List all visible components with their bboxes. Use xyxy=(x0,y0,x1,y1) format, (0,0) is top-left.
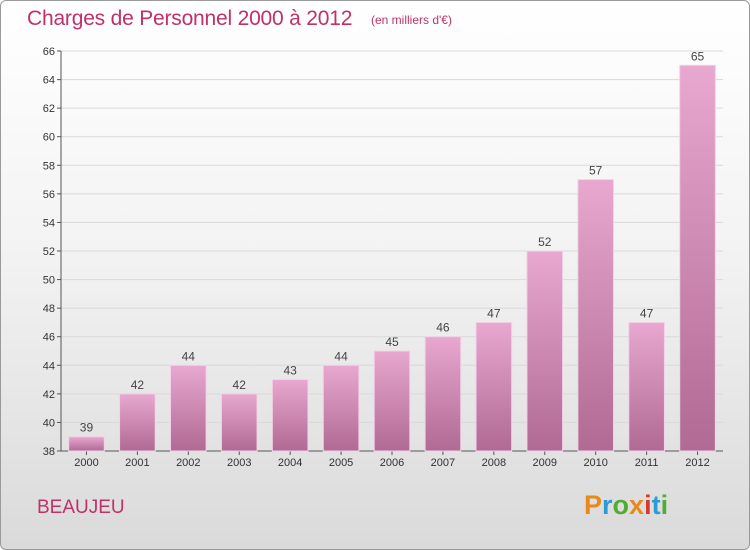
x-tick-label: 2000 xyxy=(74,457,98,469)
bar xyxy=(373,350,411,452)
logo-letter: i xyxy=(660,490,669,520)
x-tick-label: 2004 xyxy=(278,457,302,469)
x-tick-label: 2003 xyxy=(227,457,251,469)
logo-letter: P xyxy=(584,490,603,520)
x-tick-label: 2007 xyxy=(431,457,455,469)
bar-value-label: 57 xyxy=(589,164,603,178)
y-tick-label: 64 xyxy=(43,75,55,87)
logo-letter: x xyxy=(629,490,645,520)
x-tick-label: 2008 xyxy=(482,457,506,469)
labels: 38 40 42 44 46 48 50 52 54 56 58 60 62 64 66 39 2000 42 20… xyxy=(43,46,710,469)
y-tick-label: 60 xyxy=(43,132,55,144)
y-tick-label: 50 xyxy=(43,275,55,287)
logo-letter: i xyxy=(644,490,652,520)
bar xyxy=(322,364,360,452)
proxiti-logo: Proxiti xyxy=(584,490,668,521)
bar xyxy=(424,336,462,452)
y-tick-label: 40 xyxy=(43,417,55,429)
x-tick-label: 2012 xyxy=(685,457,709,469)
bar-value-label: 42 xyxy=(131,378,145,392)
y-tick-label: 38 xyxy=(43,446,55,458)
commune-name: BEAUJEU xyxy=(37,497,125,518)
bar-value-label: 65 xyxy=(691,49,705,63)
bar-value-label: 47 xyxy=(487,306,501,320)
y-tick-label: 58 xyxy=(43,160,55,172)
bar xyxy=(119,393,156,452)
y-tick-label: 56 xyxy=(43,189,55,201)
bar xyxy=(68,436,105,452)
x-tick-label: 2002 xyxy=(176,457,200,469)
y-tick-label: 44 xyxy=(43,360,55,372)
x-tick-label: 2005 xyxy=(329,457,353,469)
x-tick-label: 2006 xyxy=(380,457,404,469)
bar-value-label: 44 xyxy=(334,349,348,363)
bar xyxy=(475,321,513,452)
x-tick-label: 2011 xyxy=(635,457,659,469)
bar-value-label: 46 xyxy=(436,321,450,335)
logo-letter: o xyxy=(612,490,630,520)
chart-unit: (en milliers d'€) xyxy=(371,13,452,27)
bar-value-label: 52 xyxy=(538,235,552,249)
x-tick-label: 2009 xyxy=(533,457,557,469)
y-tick-label: 54 xyxy=(43,217,55,229)
bar xyxy=(220,393,258,452)
bar xyxy=(169,364,207,452)
y-tick-label: 48 xyxy=(43,303,55,315)
bar xyxy=(526,250,564,452)
logo-letter: t xyxy=(651,490,661,520)
y-tick-label: 52 xyxy=(43,246,55,258)
bar xyxy=(271,379,309,452)
bar xyxy=(577,179,615,452)
bar-value-label: 44 xyxy=(182,349,196,363)
bar-value-label: 39 xyxy=(80,421,94,435)
bar-value-label: 42 xyxy=(233,378,247,392)
chart-title: Charges de Personnel 2000 à 2012 xyxy=(27,7,353,30)
y-tick-label: 66 xyxy=(43,46,55,58)
bar xyxy=(628,321,665,452)
y-tick-label: 62 xyxy=(43,103,55,115)
bars xyxy=(68,64,716,452)
x-tick-label: 2001 xyxy=(125,457,149,469)
logo-letter: r xyxy=(602,490,613,520)
y-tick-label: 42 xyxy=(43,389,55,401)
bar-value-label: 47 xyxy=(640,306,654,320)
x-tick-label: 2010 xyxy=(583,457,607,469)
bar-value-label: 45 xyxy=(385,335,399,349)
bar-value-label: 43 xyxy=(283,364,297,378)
bar xyxy=(679,64,716,452)
y-tick-label: 46 xyxy=(43,332,55,344)
